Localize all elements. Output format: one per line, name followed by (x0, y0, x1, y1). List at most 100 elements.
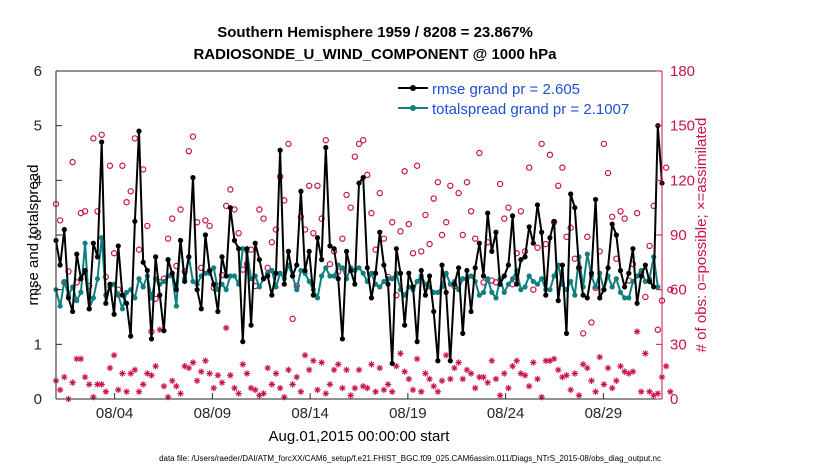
rmse-point (90, 240, 96, 246)
obs-assimilated-point (604, 364, 612, 372)
rmse-point (265, 273, 271, 279)
rmse-point (468, 308, 474, 315)
obs-assimilated-point (467, 370, 475, 377)
obs-assimilated-point (364, 384, 371, 392)
rmse-point (236, 246, 242, 252)
chart-title: Southern Hemisphere 1959 / 8208 = 23.867… (217, 24, 533, 41)
obs-possible-point (555, 182, 562, 189)
obs-assimilated-point (575, 392, 583, 399)
obs-possible-point (442, 219, 450, 226)
rmse-point (148, 336, 155, 342)
totalspread-point (314, 295, 321, 301)
rmse-point (61, 226, 67, 233)
obs-possible-point (405, 220, 413, 228)
rmse-point (551, 218, 557, 224)
rmse-point (298, 188, 304, 194)
obs-possible-point (459, 231, 466, 239)
rmse-point (389, 360, 395, 367)
obs-assimilated-point (459, 375, 466, 383)
totalspread-point (61, 278, 67, 285)
obs-possible-point (430, 195, 437, 202)
obs-possible-point (90, 135, 97, 142)
totalspread-point (223, 287, 229, 293)
obs-assimilated-point (355, 366, 363, 374)
rmse-point (493, 229, 499, 235)
y-right-tick-label: 180 (670, 63, 695, 80)
obs-possible-point (227, 186, 234, 193)
obs-assimilated-point (555, 366, 562, 374)
obs-assimilated-point (472, 384, 479, 392)
rmse-point (489, 248, 495, 254)
rmse-point (123, 300, 130, 306)
rmse-point (642, 262, 648, 268)
obs-assimilated-point (413, 355, 421, 363)
obs-assimilated-point (289, 381, 296, 388)
obs-assimilated-point (422, 370, 429, 377)
totalspread-point (136, 276, 142, 282)
obs-assimilated-point (272, 370, 280, 377)
rmse-point (252, 240, 258, 246)
totalspread-point (572, 292, 578, 298)
obs-assimilated-point (638, 388, 645, 395)
obs-possible-point (438, 231, 446, 239)
obs-assimilated-point (69, 379, 76, 386)
totalspread-point (368, 270, 375, 276)
totalspread-point (273, 284, 279, 290)
obs-assimilated-point (310, 357, 317, 364)
rmse-point (634, 300, 640, 306)
obs-assimilated-point (447, 375, 454, 383)
obs-possible-point (667, 286, 674, 293)
totalspread-point (485, 276, 491, 282)
totalspread-point (173, 303, 179, 309)
obs-assimilated-point (123, 388, 130, 395)
rmse-point (277, 147, 283, 153)
totalspread-point (568, 278, 574, 285)
obs-possible-point (123, 198, 130, 206)
rmse-point (443, 289, 449, 295)
rmse-point (289, 273, 296, 279)
obs-assimilated-point (81, 373, 89, 381)
rmse-point (119, 292, 126, 298)
rmse-point (592, 196, 599, 203)
obs-assimilated-point (252, 386, 259, 394)
rmse-point (352, 281, 358, 287)
obs-assimilated-point (662, 363, 670, 370)
rmse-point (547, 235, 553, 241)
x-tick-label: 08/04 (96, 405, 134, 422)
chart-subtitle: RADIOSONDE_U_WIND_COMPONENT @ 1000 hPa (193, 46, 557, 63)
data-file-footnote: data file: /Users/raeder/DAI/ATM_forcXX/… (159, 454, 661, 463)
obs-assimilated-point (567, 386, 574, 394)
rmse-point (343, 248, 350, 254)
obs-assimilated-point (343, 366, 350, 374)
obs-assimilated-point (376, 364, 383, 372)
totalspread-point (626, 295, 632, 301)
obs-assimilated-point (534, 375, 541, 383)
obs-possible-point (447, 182, 454, 189)
obs-assimilated-point (231, 384, 238, 392)
legend: rmse grand pr = 2.605 totalspread grand … (398, 81, 629, 118)
rmse-point (385, 281, 391, 287)
axis-layer: 08/04 08/09 08/14 08/19 08/24 08/290123456030… (34, 63, 695, 422)
obs-possible-point (646, 242, 653, 250)
rmse-point (269, 292, 275, 298)
rmse-point (211, 281, 217, 287)
obs-assimilated-point (654, 390, 662, 397)
totalspread-point (547, 287, 553, 293)
totalspread-point (609, 284, 615, 290)
totalspread-point (622, 295, 628, 301)
obs-assimilated-point (617, 363, 624, 370)
rmse-point (622, 284, 628, 290)
totalspread-point (360, 270, 366, 276)
rmse-point (534, 202, 541, 208)
obs-possible-point (305, 182, 313, 189)
totalspread-point (90, 295, 96, 301)
totalspread-point (460, 276, 466, 282)
legend-label-rmse: rmse grand pr = 2.605 (432, 81, 580, 98)
rmse-point (294, 262, 300, 268)
y-left-tick-label: 1 (34, 336, 42, 353)
obs-assimilated-point (492, 375, 500, 383)
obs-assimilated-point (405, 375, 413, 383)
rmse-point (327, 243, 333, 249)
obs-assimilated-point (177, 390, 184, 397)
obs-possible-point (368, 209, 375, 217)
